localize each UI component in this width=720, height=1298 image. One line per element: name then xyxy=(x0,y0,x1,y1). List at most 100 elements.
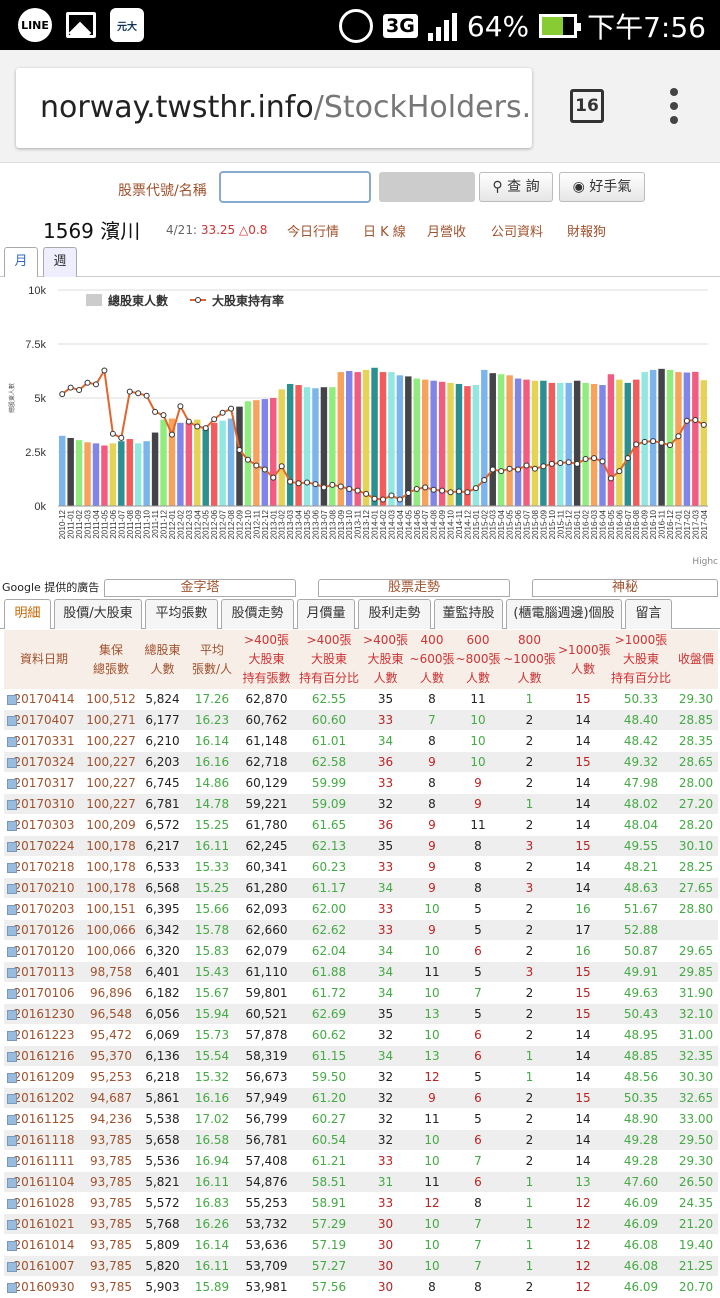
line-point[interactable] xyxy=(304,479,311,486)
bar[interactable] xyxy=(362,369,370,506)
line-point[interactable] xyxy=(118,434,125,441)
bar[interactable] xyxy=(413,378,420,506)
bar[interactable] xyxy=(464,386,471,506)
bar[interactable] xyxy=(236,406,243,506)
line-point[interactable] xyxy=(219,409,226,416)
line-point[interactable] xyxy=(160,412,167,419)
line-point[interactable] xyxy=(329,481,336,488)
bar[interactable] xyxy=(337,372,345,506)
line-point[interactable] xyxy=(371,495,378,502)
bar[interactable] xyxy=(59,435,66,506)
query-button[interactable]: ⚲ 查 詢 xyxy=(479,172,553,202)
line-point[interactable] xyxy=(599,458,606,465)
bar[interactable] xyxy=(548,382,556,506)
link-monthly-revenue[interactable]: 月營收 xyxy=(427,225,467,240)
line-point[interactable] xyxy=(455,488,462,495)
bar[interactable] xyxy=(455,383,463,506)
bar[interactable] xyxy=(506,375,513,506)
line-point[interactable] xyxy=(447,489,454,496)
bar[interactable] xyxy=(405,376,412,506)
legend-ratio[interactable]: 大股東持有率 xyxy=(212,293,284,308)
column-header[interactable]: >1000張 人數 xyxy=(558,630,611,689)
tab-director-holdings[interactable]: 董監持股 xyxy=(434,599,503,629)
line-point[interactable] xyxy=(523,462,530,469)
line-point[interactable] xyxy=(675,433,682,440)
line-point[interactable] xyxy=(557,460,564,467)
bar[interactable] xyxy=(396,375,404,506)
tab-sector-stocks[interactable]: (櫃電腦週邊)個股 xyxy=(506,599,622,629)
line-point[interactable] xyxy=(489,466,496,473)
line-point[interactable] xyxy=(464,489,471,496)
line-point[interactable] xyxy=(683,417,690,424)
bar[interactable] xyxy=(126,439,133,506)
line-point[interactable] xyxy=(287,478,294,485)
line-point[interactable] xyxy=(439,487,446,494)
line-point[interactable] xyxy=(278,463,285,470)
link-today-quote[interactable]: 今日行情 xyxy=(287,225,340,240)
line-point[interactable] xyxy=(650,438,657,445)
line-point[interactable] xyxy=(700,421,707,428)
line-point[interactable] xyxy=(177,403,184,410)
bar[interactable] xyxy=(109,443,117,506)
bar[interactable] xyxy=(219,420,226,506)
line-point[interactable] xyxy=(135,390,142,397)
column-header[interactable]: 總股東 人數 xyxy=(138,630,187,689)
column-header[interactable]: 800 ~1000張 人數 xyxy=(501,630,558,689)
column-header[interactable]: 400 ~600張 人數 xyxy=(409,630,455,689)
bar[interactable] xyxy=(177,422,184,506)
line-point[interactable] xyxy=(472,485,479,492)
bar[interactable] xyxy=(616,379,623,506)
bar[interactable] xyxy=(531,380,539,506)
line-point[interactable] xyxy=(498,468,505,475)
bar[interactable] xyxy=(210,422,218,506)
bar[interactable] xyxy=(371,367,378,506)
bar[interactable] xyxy=(438,381,446,506)
tab-monthly-volume[interactable]: 月價量 xyxy=(297,599,355,629)
line-point[interactable] xyxy=(430,486,437,493)
bar[interactable] xyxy=(92,443,100,506)
bar[interactable] xyxy=(666,369,674,506)
line-point[interactable] xyxy=(228,405,235,412)
tab-price-holders[interactable]: 股價/大股東 xyxy=(54,599,142,629)
link-company-info[interactable]: 公司資料 xyxy=(491,225,544,240)
bar[interactable] xyxy=(151,432,159,506)
line-point[interactable] xyxy=(101,367,108,374)
bar[interactable] xyxy=(540,380,547,506)
bar[interactable] xyxy=(143,441,150,506)
line-point[interactable] xyxy=(481,477,488,484)
column-header[interactable]: >1000張 大股東 持有百分比 xyxy=(608,630,674,689)
column-header[interactable]: >400張 大股東 人數 xyxy=(362,630,409,689)
bar[interactable] xyxy=(202,428,209,506)
tab-avg-shares[interactable]: 平均張數 xyxy=(145,599,218,629)
line-point[interactable] xyxy=(185,418,192,425)
bar[interactable] xyxy=(582,382,589,506)
bar[interactable] xyxy=(160,419,167,506)
line-point[interactable] xyxy=(641,438,648,445)
line-point[interactable] xyxy=(202,425,209,432)
bar[interactable] xyxy=(286,383,294,506)
ad-pyramid[interactable]: 金字塔 xyxy=(104,579,296,597)
bar[interactable] xyxy=(497,374,505,506)
line-point[interactable] xyxy=(236,447,243,454)
column-header[interactable]: >400張 大股東 持有百分比 xyxy=(296,630,362,689)
line-point[interactable] xyxy=(506,465,513,472)
line-point[interactable] xyxy=(346,485,353,492)
bar[interactable] xyxy=(84,442,91,506)
bar[interactable] xyxy=(692,371,699,506)
bar[interactable] xyxy=(700,380,707,506)
tab-detail[interactable]: 明細 xyxy=(4,599,51,629)
line-point[interactable] xyxy=(168,431,175,438)
line-point[interactable] xyxy=(126,388,133,395)
line-point[interactable] xyxy=(295,480,302,487)
bar[interactable] xyxy=(134,443,142,506)
bar[interactable] xyxy=(472,385,480,506)
line-point[interactable] xyxy=(363,490,370,497)
bar[interactable] xyxy=(607,374,615,506)
bar[interactable] xyxy=(590,383,598,506)
blank-gray-button[interactable] xyxy=(379,172,475,202)
line-point[interactable] xyxy=(692,417,699,424)
line-point[interactable] xyxy=(582,455,589,462)
line-point[interactable] xyxy=(253,462,260,469)
column-header[interactable]: 資料日期 xyxy=(4,630,84,689)
line-point[interactable] xyxy=(388,492,395,499)
